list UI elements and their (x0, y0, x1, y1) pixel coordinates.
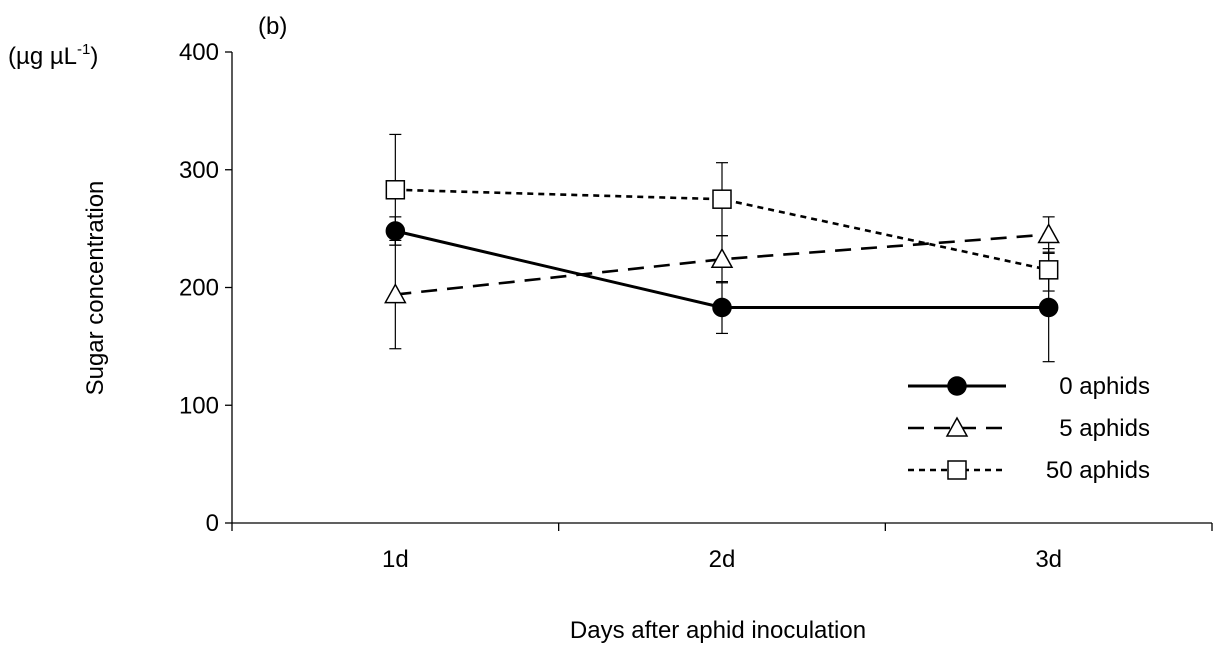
legend-label: 5 aphids (1059, 415, 1150, 442)
data-point (712, 297, 732, 318)
legend-marker (947, 376, 967, 396)
data-point (1037, 222, 1060, 244)
data-point (1038, 260, 1059, 280)
x-axis-title: Days after aphid inoculation (570, 617, 866, 644)
plot-area (384, 133, 1060, 363)
y-tick-label: 200 (179, 275, 219, 302)
y-tick-label: 300 (179, 157, 219, 184)
x-tick-label: 2d (709, 546, 736, 573)
data-point (712, 189, 732, 209)
legend-label: 0 aphids (1059, 373, 1150, 400)
data-point (710, 247, 734, 268)
x-ticks: 1d 2d 3d (231, 523, 1213, 573)
y-unit-label: (µg µL-1) (8, 41, 98, 70)
y-tick-label: 100 (179, 392, 219, 419)
data-point (385, 180, 406, 200)
legend-marker (947, 460, 967, 480)
data-point (1038, 297, 1059, 318)
series-markers (384, 180, 1060, 318)
y-tick-label: 0 (206, 510, 219, 537)
data-point (384, 283, 407, 304)
legend-label: 50 aphids (1046, 457, 1150, 484)
y-tick-label: 400 (179, 39, 219, 66)
x-tick-label: 3d (1035, 546, 1062, 573)
y-axis-title: Sugar concentration (82, 181, 109, 396)
legend: 0 aphids 5 aphids 50 aphids (908, 373, 1150, 484)
legend-marker (945, 416, 969, 437)
series-line (395, 233, 1049, 296)
x-tick-label: 1d (382, 546, 409, 573)
y-ticks: 0 100 200 300 400 (179, 39, 232, 537)
panel-label: (b) (258, 13, 287, 40)
data-point (385, 221, 406, 241)
